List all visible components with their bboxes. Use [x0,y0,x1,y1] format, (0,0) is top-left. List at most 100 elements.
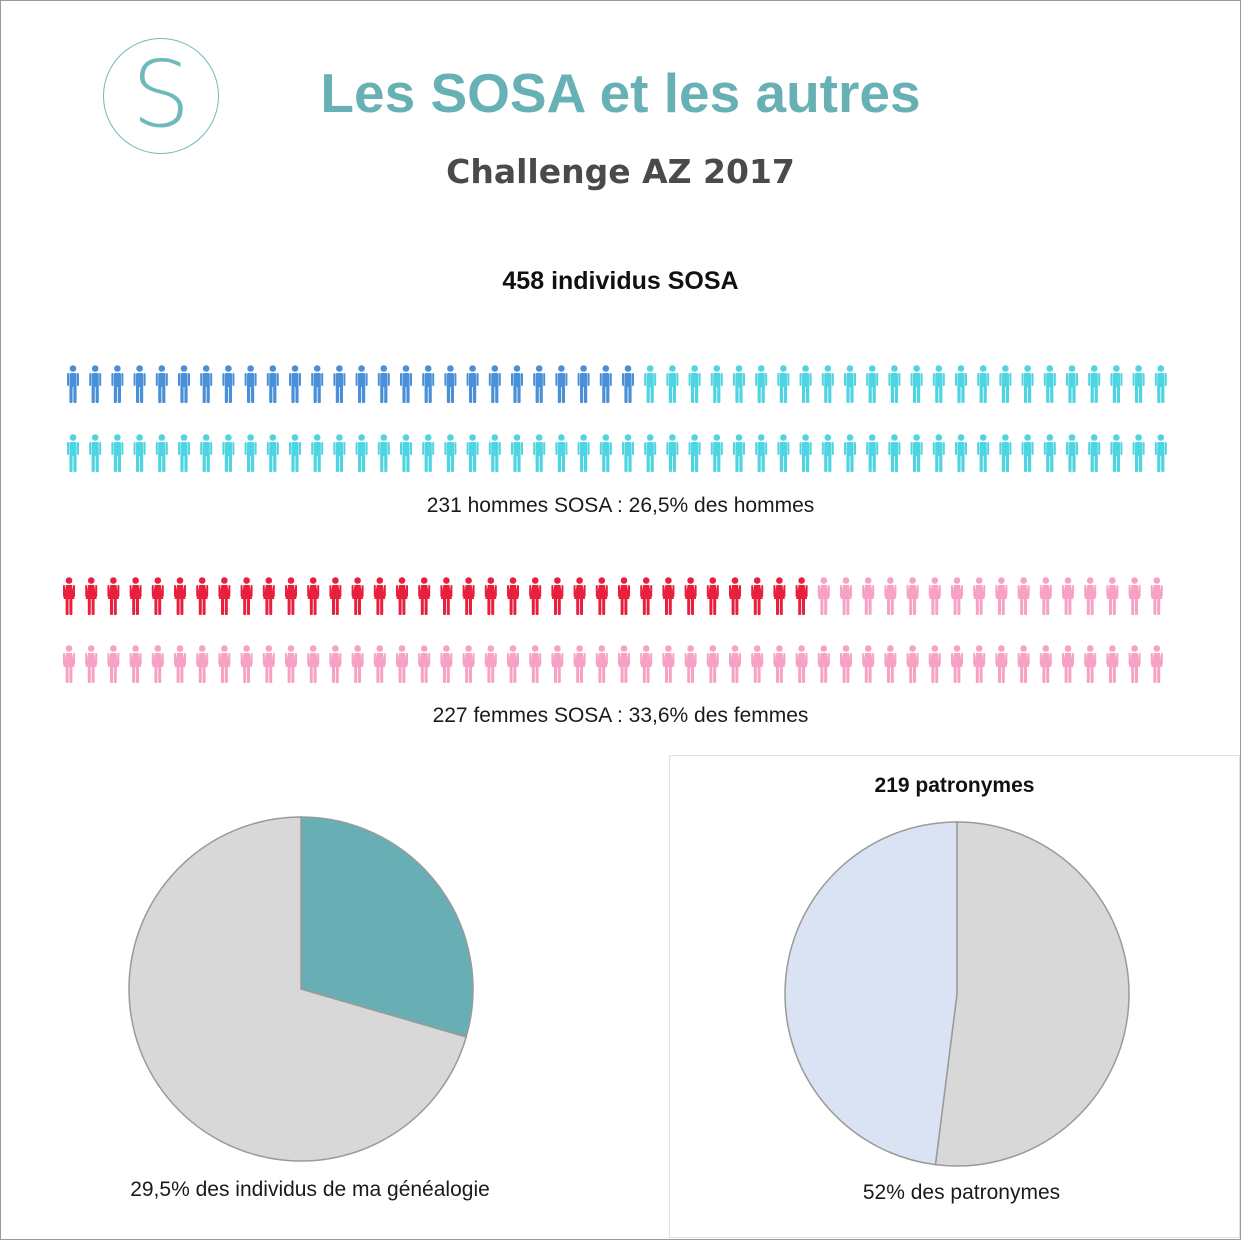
logo-letter: S [131,41,191,148]
man-figure-icon [200,434,213,472]
woman-figure-icon [840,577,852,615]
woman-figure-icon [1150,645,1163,683]
woman-figure-icon [1062,577,1074,615]
woman-figure-icon [63,577,75,615]
man-figure-icon [866,434,879,472]
man-figure-icon [511,434,523,472]
woman-figure-icon [573,645,586,683]
woman-figure-icon [928,577,941,615]
woman-figure-icon [618,645,630,683]
woman-figure-icon [1084,645,1097,683]
woman-figure-icon [351,645,364,683]
man-figure-icon [710,365,723,403]
woman-figure-icon [862,577,875,615]
woman-figure-icon [684,577,697,615]
woman-figure-icon [373,645,386,683]
woman-figure-icon [884,577,897,615]
woman-figure-icon [840,645,852,683]
woman-figure-icon [285,577,297,615]
woman-figure-icon [884,645,897,683]
woman-figure-icon [151,577,164,615]
man-figure-icon [266,434,279,472]
man-figure-icon [866,365,879,403]
man-figure-icon [111,365,124,403]
pie-slice-patronyms-others [784,821,958,1166]
woman-figure-icon [1039,645,1052,683]
man-figure-icon [89,365,102,403]
woman-figure-icon [551,645,564,683]
man-figure-icon [422,434,435,472]
woman-figure-icon [529,645,542,683]
woman-figure-icon [1106,645,1119,683]
woman-figure-icon [862,645,875,683]
woman-figure-icon [773,645,786,683]
woman-figure-icon [817,645,830,683]
woman-figure-icon [107,577,120,615]
woman-figure-icon [107,645,120,683]
woman-figure-icon [240,577,253,615]
sosa-total-heading: 458 individus SOSA [502,267,739,295]
woman-figure-icon [307,577,320,615]
man-figure-icon [511,365,523,403]
woman-figure-icon [373,577,386,615]
man-figure-icon [799,434,812,472]
patronyms-heading: 219 patronymes [874,774,1035,797]
man-figure-icon [89,434,102,472]
woman-figure-icon [307,645,320,683]
man-figure-icon [289,434,301,472]
man-figure-icon [688,365,701,403]
woman-figure-icon [240,645,253,683]
man-figure-icon [777,434,790,472]
man-figure-icon [577,434,590,472]
man-figure-icon [266,365,279,403]
man-figure-icon [977,434,990,472]
woman-figure-icon [706,645,719,683]
woman-figure-icon [729,645,741,683]
man-figure-icon [355,434,368,472]
woman-figure-icon [196,645,209,683]
man-figure-icon [400,365,412,403]
man-figure-icon [400,434,412,472]
woman-figure-icon [973,577,986,615]
woman-figure-icon [729,577,741,615]
pie-chart-individuals [128,816,474,1162]
man-figure-icon [444,365,457,403]
man-figure-icon [1132,365,1145,403]
woman-figure-icon [1150,577,1163,615]
man-figure-icon [244,365,257,403]
woman-figure-icon [973,645,986,683]
man-figure-icon [67,434,79,472]
man-figure-icon [799,365,812,403]
man-figure-icon [555,365,568,403]
pie-chart-patronyms [784,821,1130,1167]
man-figure-icon [844,365,856,403]
woman-figure-icon [1017,645,1030,683]
man-figure-icon [1088,365,1101,403]
woman-figure-icon [995,577,1008,615]
man-figure-icon [644,434,657,472]
woman-figure-icon [1039,577,1052,615]
man-figure-icon [910,434,923,472]
man-figure-icon [999,365,1012,403]
man-figure-icon [133,434,146,472]
man-figure-icon [733,365,745,403]
woman-figure-icon [1084,577,1097,615]
woman-figure-icon [795,645,808,683]
woman-figure-icon [817,577,830,615]
man-figure-icon [466,434,479,472]
man-figure-icon [1043,434,1056,472]
woman-figure-icon [1128,645,1141,683]
man-figure-icon [710,434,723,472]
woman-figure-icon [684,645,697,683]
man-figure-icon [888,434,901,472]
woman-figure-icon [640,577,653,615]
woman-figure-icon [507,645,519,683]
woman-figure-icon [995,645,1008,683]
man-figure-icon [200,365,213,403]
man-figure-icon [178,434,190,472]
woman-figure-icon [595,645,608,683]
woman-figure-icon [529,577,542,615]
man-figure-icon [821,365,834,403]
man-figure-icon [422,365,435,403]
man-figure-icon [333,365,346,403]
